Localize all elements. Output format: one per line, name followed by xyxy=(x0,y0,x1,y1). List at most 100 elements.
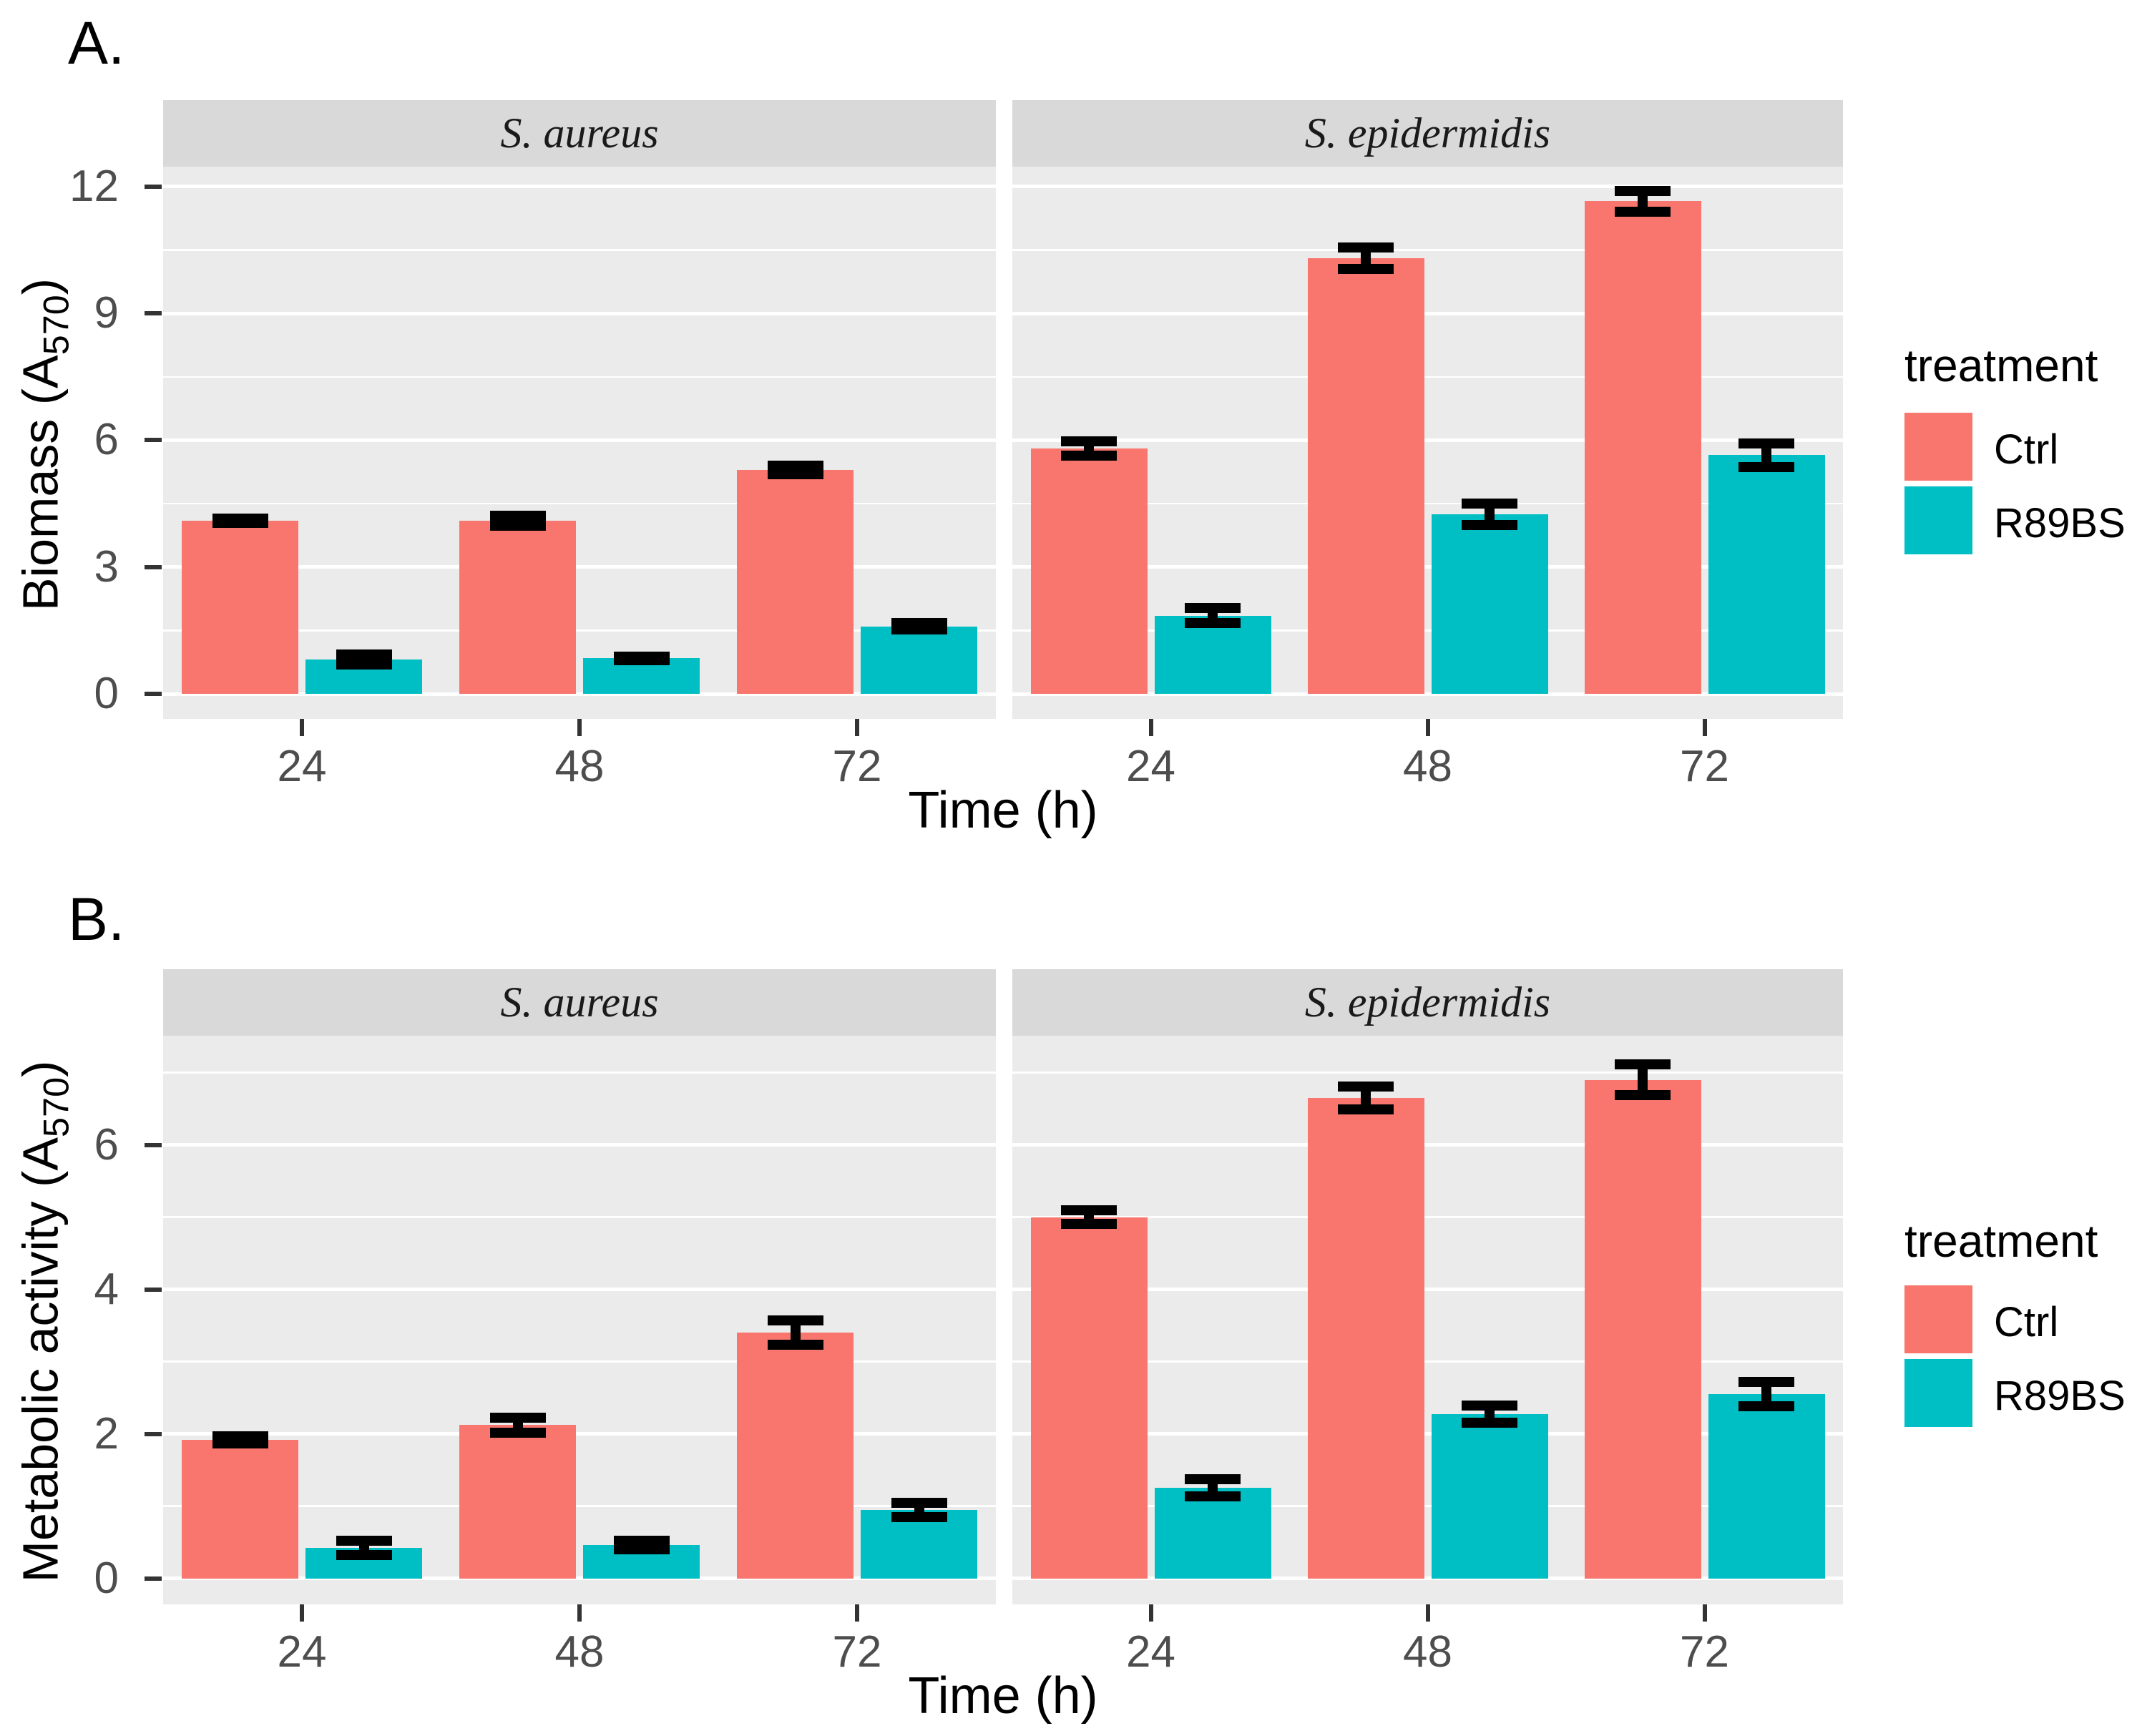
error-bar-stem xyxy=(1761,443,1771,467)
bar-ctrl xyxy=(1030,448,1148,695)
error-bar-cap-top xyxy=(1061,1205,1117,1216)
error-bar-cap-bottom xyxy=(891,1511,947,1522)
gridline-minor xyxy=(163,1360,996,1363)
error-bar-cap-top xyxy=(1185,1474,1241,1485)
gridline-major xyxy=(163,438,996,442)
bar-r89bs xyxy=(1431,1414,1548,1579)
facet-strip: S. aureus xyxy=(163,100,996,167)
facet-strip: S. epidermidis xyxy=(1012,969,1843,1036)
y-tick-label: 12 xyxy=(69,161,119,211)
error-bar-cap-bottom xyxy=(1738,1401,1794,1412)
gridline-major xyxy=(163,311,996,315)
error-bar-cap-bottom xyxy=(1615,1089,1671,1100)
x-tick-mark xyxy=(1702,1604,1707,1622)
error-bar-cap-top xyxy=(613,1536,670,1546)
gridline-major xyxy=(163,565,996,569)
gridline-minor xyxy=(1012,1505,1843,1507)
gridline-major xyxy=(1012,565,1843,569)
error-bar-cap-bottom xyxy=(212,517,268,528)
x-tick-mark xyxy=(1148,719,1153,736)
error-bar-cap-top xyxy=(1738,1376,1794,1387)
error-bar-cap-top xyxy=(336,1536,392,1546)
x-tick-mark xyxy=(1425,1604,1430,1622)
error-bar-cap-top xyxy=(489,510,546,521)
x-tick-mark xyxy=(1702,719,1707,736)
y-tick-mark xyxy=(145,184,162,189)
gridline-major xyxy=(163,185,996,189)
bar-ctrl xyxy=(459,1425,576,1579)
gridline-minor xyxy=(1012,1071,1843,1074)
gridline-major xyxy=(1012,1576,1843,1581)
x-tick-label: 48 xyxy=(554,1627,605,1677)
bar-ctrl xyxy=(182,520,298,695)
gridline-minor xyxy=(1012,629,1843,632)
gridline-minor xyxy=(163,1216,996,1218)
x-tick-mark xyxy=(855,719,859,736)
y-tick-label: 4 xyxy=(94,1264,119,1314)
error-bar-cap-top xyxy=(489,1413,546,1423)
gridline-minor xyxy=(163,502,996,505)
gridline-major xyxy=(163,1576,996,1581)
x-tick-label: 48 xyxy=(1403,1627,1452,1677)
facet-strip: S. epidermidis xyxy=(1012,100,1843,167)
error-bar-cap-top xyxy=(1615,185,1671,196)
facet-strip-label: S. aureus xyxy=(500,979,659,1026)
bar-ctrl xyxy=(737,1333,854,1579)
gridline-minor xyxy=(1012,502,1843,505)
error-bar-cap-top xyxy=(767,460,823,471)
bar-ctrl xyxy=(182,1439,298,1579)
error-bar-cap-bottom xyxy=(1462,1418,1517,1428)
gridline-major xyxy=(163,1432,996,1436)
panel-b-tag: B. xyxy=(68,886,125,953)
x-tick-label: 24 xyxy=(277,742,327,791)
gridline-major xyxy=(1012,185,1843,189)
error-bar-cap-top xyxy=(1738,438,1794,448)
error-bar-cap-top xyxy=(1462,1401,1517,1411)
y-tick-mark xyxy=(145,438,162,443)
x-tick-label: 24 xyxy=(1126,742,1175,791)
error-bar-cap-bottom xyxy=(1185,618,1241,629)
gridline-minor xyxy=(163,249,996,251)
panel-a-tag: A. xyxy=(68,9,125,77)
error-bar-cap-bottom xyxy=(1061,1218,1117,1229)
gridline-minor xyxy=(1012,1360,1843,1363)
bar-r89bs xyxy=(1154,1488,1271,1579)
bar-r89bs xyxy=(861,626,977,695)
error-bar-cap-bottom xyxy=(1061,451,1117,461)
error-bar-cap-bottom xyxy=(1185,1491,1241,1502)
x-tick-mark xyxy=(855,1604,859,1622)
x-tick-label: 72 xyxy=(1680,1627,1729,1677)
legend-swatch-r89bs xyxy=(1904,1359,1972,1427)
gridline-minor xyxy=(163,1071,996,1074)
x-tick-label: 72 xyxy=(832,742,882,791)
x-tick-label: 24 xyxy=(277,1627,327,1677)
facet-strip-label: S. epidermidis xyxy=(1304,109,1551,157)
y-tick-mark xyxy=(145,1142,162,1147)
y-tick-label: 6 xyxy=(94,415,119,465)
facet-strip-label: S. epidermidis xyxy=(1304,979,1551,1026)
gridline-major xyxy=(1012,1432,1843,1436)
gridline-major xyxy=(1012,311,1843,315)
error-bar-cap-top xyxy=(891,1497,947,1508)
legend-label: Ctrl xyxy=(1994,1299,2059,1345)
y-tick-mark xyxy=(145,1576,162,1581)
legend-swatch-ctrl xyxy=(1904,413,1972,481)
gridline-minor xyxy=(1012,1216,1843,1218)
y-tick-mark xyxy=(145,564,162,569)
legend-swatch-ctrl xyxy=(1904,1285,1972,1353)
bar-ctrl xyxy=(1584,201,1701,695)
facet-strip: S. aureus xyxy=(163,969,996,1036)
facet-strip-label: S. aureus xyxy=(500,109,659,157)
facet-panel xyxy=(1012,167,1843,719)
error-bar-stem xyxy=(790,1320,801,1345)
y-tick-label: 0 xyxy=(94,1553,119,1603)
error-bar-cap-top xyxy=(1338,1081,1394,1092)
y-tick-mark xyxy=(145,311,162,316)
bar-r89bs xyxy=(1708,1394,1825,1579)
x-tick-label: 24 xyxy=(1126,1627,1175,1677)
y-tick-label: 2 xyxy=(94,1408,119,1458)
gridline-major xyxy=(1012,1288,1843,1292)
gridline-major xyxy=(1012,438,1843,442)
x-tick-mark xyxy=(577,1604,582,1622)
